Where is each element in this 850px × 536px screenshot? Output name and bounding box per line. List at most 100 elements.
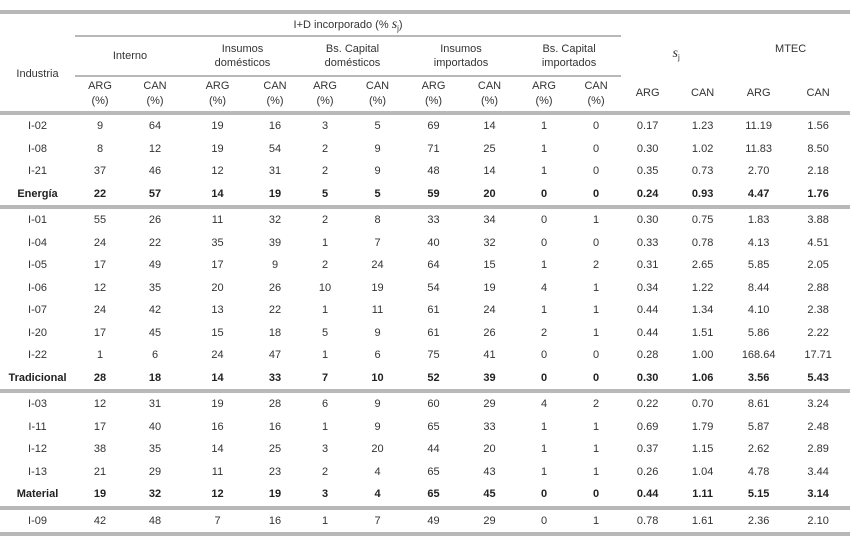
table-cell: 49 xyxy=(148,259,162,272)
table-cell: 0 xyxy=(540,236,548,249)
table-cell: 3.44 xyxy=(807,465,829,478)
table-cell: 1.04 xyxy=(691,465,714,478)
table-cell: 42 xyxy=(148,304,162,317)
table-cell: 57 xyxy=(148,187,162,200)
table-cell: 1 xyxy=(593,443,600,456)
column-header: ARG (%) xyxy=(517,76,571,113)
table-cell: 71 xyxy=(427,142,440,155)
table-cell: 9 xyxy=(96,120,104,133)
table-cell: 3 xyxy=(321,120,329,133)
table-cell: 19 xyxy=(211,398,224,411)
table-cell: 7 xyxy=(214,514,221,527)
table-cell: 12 xyxy=(93,398,107,411)
table-cell: 2 xyxy=(593,259,600,272)
column-unit: (%) xyxy=(480,95,499,107)
table-cell: 20 xyxy=(483,443,496,456)
table-cell: 3.88 xyxy=(807,214,829,227)
column-header: CAN (%) xyxy=(125,76,185,113)
table-cell: 11 xyxy=(371,304,384,317)
table-cell: 2.62 xyxy=(747,443,770,456)
table-cell: 43 xyxy=(483,465,496,478)
table-cell: 2.88 xyxy=(807,281,829,294)
table-cell: 1 xyxy=(593,326,600,339)
table-cell: 2.65 xyxy=(691,259,714,272)
table-cell: 31 xyxy=(148,398,162,411)
table-cell: 1.02 xyxy=(691,142,714,155)
table-cell: 5.86 xyxy=(747,326,770,339)
table-cell: 4 xyxy=(374,488,381,501)
table-cell: 1 xyxy=(593,420,600,433)
table-cell: 2.89 xyxy=(807,443,829,456)
table-cell: 1 xyxy=(540,120,548,133)
table-cell: 6 xyxy=(321,398,329,411)
table-cell: 48 xyxy=(427,165,440,178)
table-cell: 0.30 xyxy=(636,142,659,155)
table-row: I-11 17 40 16 16 1 9 65 33 1 1 0.69 1.79 5.87 2.48 xyxy=(0,416,850,439)
table-cell: 4.78 xyxy=(747,465,770,478)
table-cell: 1 xyxy=(540,304,548,317)
table-cell: 0.33 xyxy=(636,236,659,249)
table-cell: 14 xyxy=(211,187,224,200)
table-cell: 31 xyxy=(268,165,282,178)
table-cell: 16 xyxy=(268,514,282,527)
table-cell: 41 xyxy=(483,349,496,362)
table-cell: 5.87 xyxy=(747,420,770,433)
table-cell: 7 xyxy=(374,236,381,249)
column-header: CAN (%) xyxy=(571,76,621,113)
table-cell: 18 xyxy=(148,371,162,384)
column-header: CAN xyxy=(806,87,830,99)
industry-name: I-12 xyxy=(28,443,47,456)
table-cell: 45 xyxy=(148,326,162,339)
table-row: I-12 38 35 14 25 3 20 44 20 1 1 0.37 1.15 2.62 2.89 xyxy=(0,438,850,461)
table-cell: 4.47 xyxy=(747,187,770,200)
industry-name: I-20 xyxy=(28,326,47,339)
table-cell: 2 xyxy=(540,326,548,339)
table-cell: 0.35 xyxy=(636,165,659,178)
table-cell: 17.71 xyxy=(804,349,832,362)
table-cell: 35 xyxy=(148,443,162,456)
table-cell: 0.44 xyxy=(636,326,659,339)
column-country: CAN xyxy=(477,80,502,92)
table-cell: 1 xyxy=(540,142,548,155)
table-cell: 2 xyxy=(321,142,329,155)
table-cell: 18 xyxy=(268,326,282,339)
column-country: ARG xyxy=(88,80,112,92)
table-cell: 1 xyxy=(593,514,600,527)
table-cell: 11 xyxy=(211,214,224,227)
column-country: CAN xyxy=(263,80,287,92)
table-cell: 24 xyxy=(93,236,107,249)
column-header: CAN (%) xyxy=(350,76,405,113)
table-cell: 0.70 xyxy=(691,398,714,411)
table-cell: 0.44 xyxy=(636,488,659,501)
group-header-line1: Insumos xyxy=(221,43,264,55)
table-cell: 1.11 xyxy=(692,488,714,501)
table-cell: 0 xyxy=(593,165,600,178)
table-cell: 1 xyxy=(540,420,548,433)
table-cell: 17 xyxy=(93,259,107,272)
table-cell: 15 xyxy=(483,259,496,272)
table-cell: 24 xyxy=(93,304,107,317)
table-cell: 2.38 xyxy=(807,304,829,317)
column-header: ARG (%) xyxy=(75,76,125,113)
table-row-subtotal: Tradicional 28 18 14 33 7 10 52 39 0 0 0.30 1.06 3.56… xyxy=(0,367,850,391)
table-cell: 61 xyxy=(427,304,440,317)
table-row: I-21 37 46 12 31 2 9 48 14 1 0 0.35 0.73 2.70 2.18 xyxy=(0,160,850,183)
table-cell: 11.19 xyxy=(745,120,772,133)
table-cell: 19 xyxy=(483,281,496,294)
table-cell: 1.61 xyxy=(691,514,714,527)
table-cell: 46 xyxy=(148,165,162,178)
sj-symbol: s xyxy=(391,16,398,32)
industry-name: Material xyxy=(16,488,59,501)
table-cell: 49 xyxy=(427,514,440,527)
table-cell: 1.15 xyxy=(691,443,714,456)
table-cell: 39 xyxy=(483,371,496,384)
table-cell: 65 xyxy=(427,488,440,501)
table-cell: 59 xyxy=(427,187,440,200)
column-header: ARG (%) xyxy=(300,76,350,113)
group-header: Bs. Capital domésticos xyxy=(300,36,405,77)
table-row: I-20 17 45 15 18 5 9 61 26 2 1 0.44 1.51 5.86 2.22 xyxy=(0,322,850,345)
table-cell: 75 xyxy=(427,349,440,362)
table-cell: 2.36 xyxy=(747,514,770,527)
table-cell: 25 xyxy=(268,443,282,456)
table-cell: 54 xyxy=(268,142,282,155)
